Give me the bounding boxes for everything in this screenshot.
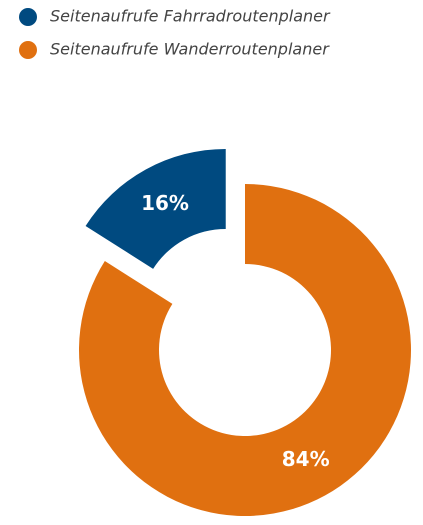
donut-slice bbox=[78, 184, 412, 516]
legend-label: Seitenaufrufe Wanderroutenplaner bbox=[50, 40, 330, 59]
legend-swatch bbox=[19, 8, 37, 26]
legend-swatch bbox=[19, 41, 37, 59]
donut-slice bbox=[85, 148, 226, 269]
legend-label: Seitenaufrufe Fahrradroutenplaner bbox=[50, 7, 331, 26]
data-label: 16% bbox=[141, 191, 189, 215]
data-label: 84% bbox=[282, 447, 330, 471]
